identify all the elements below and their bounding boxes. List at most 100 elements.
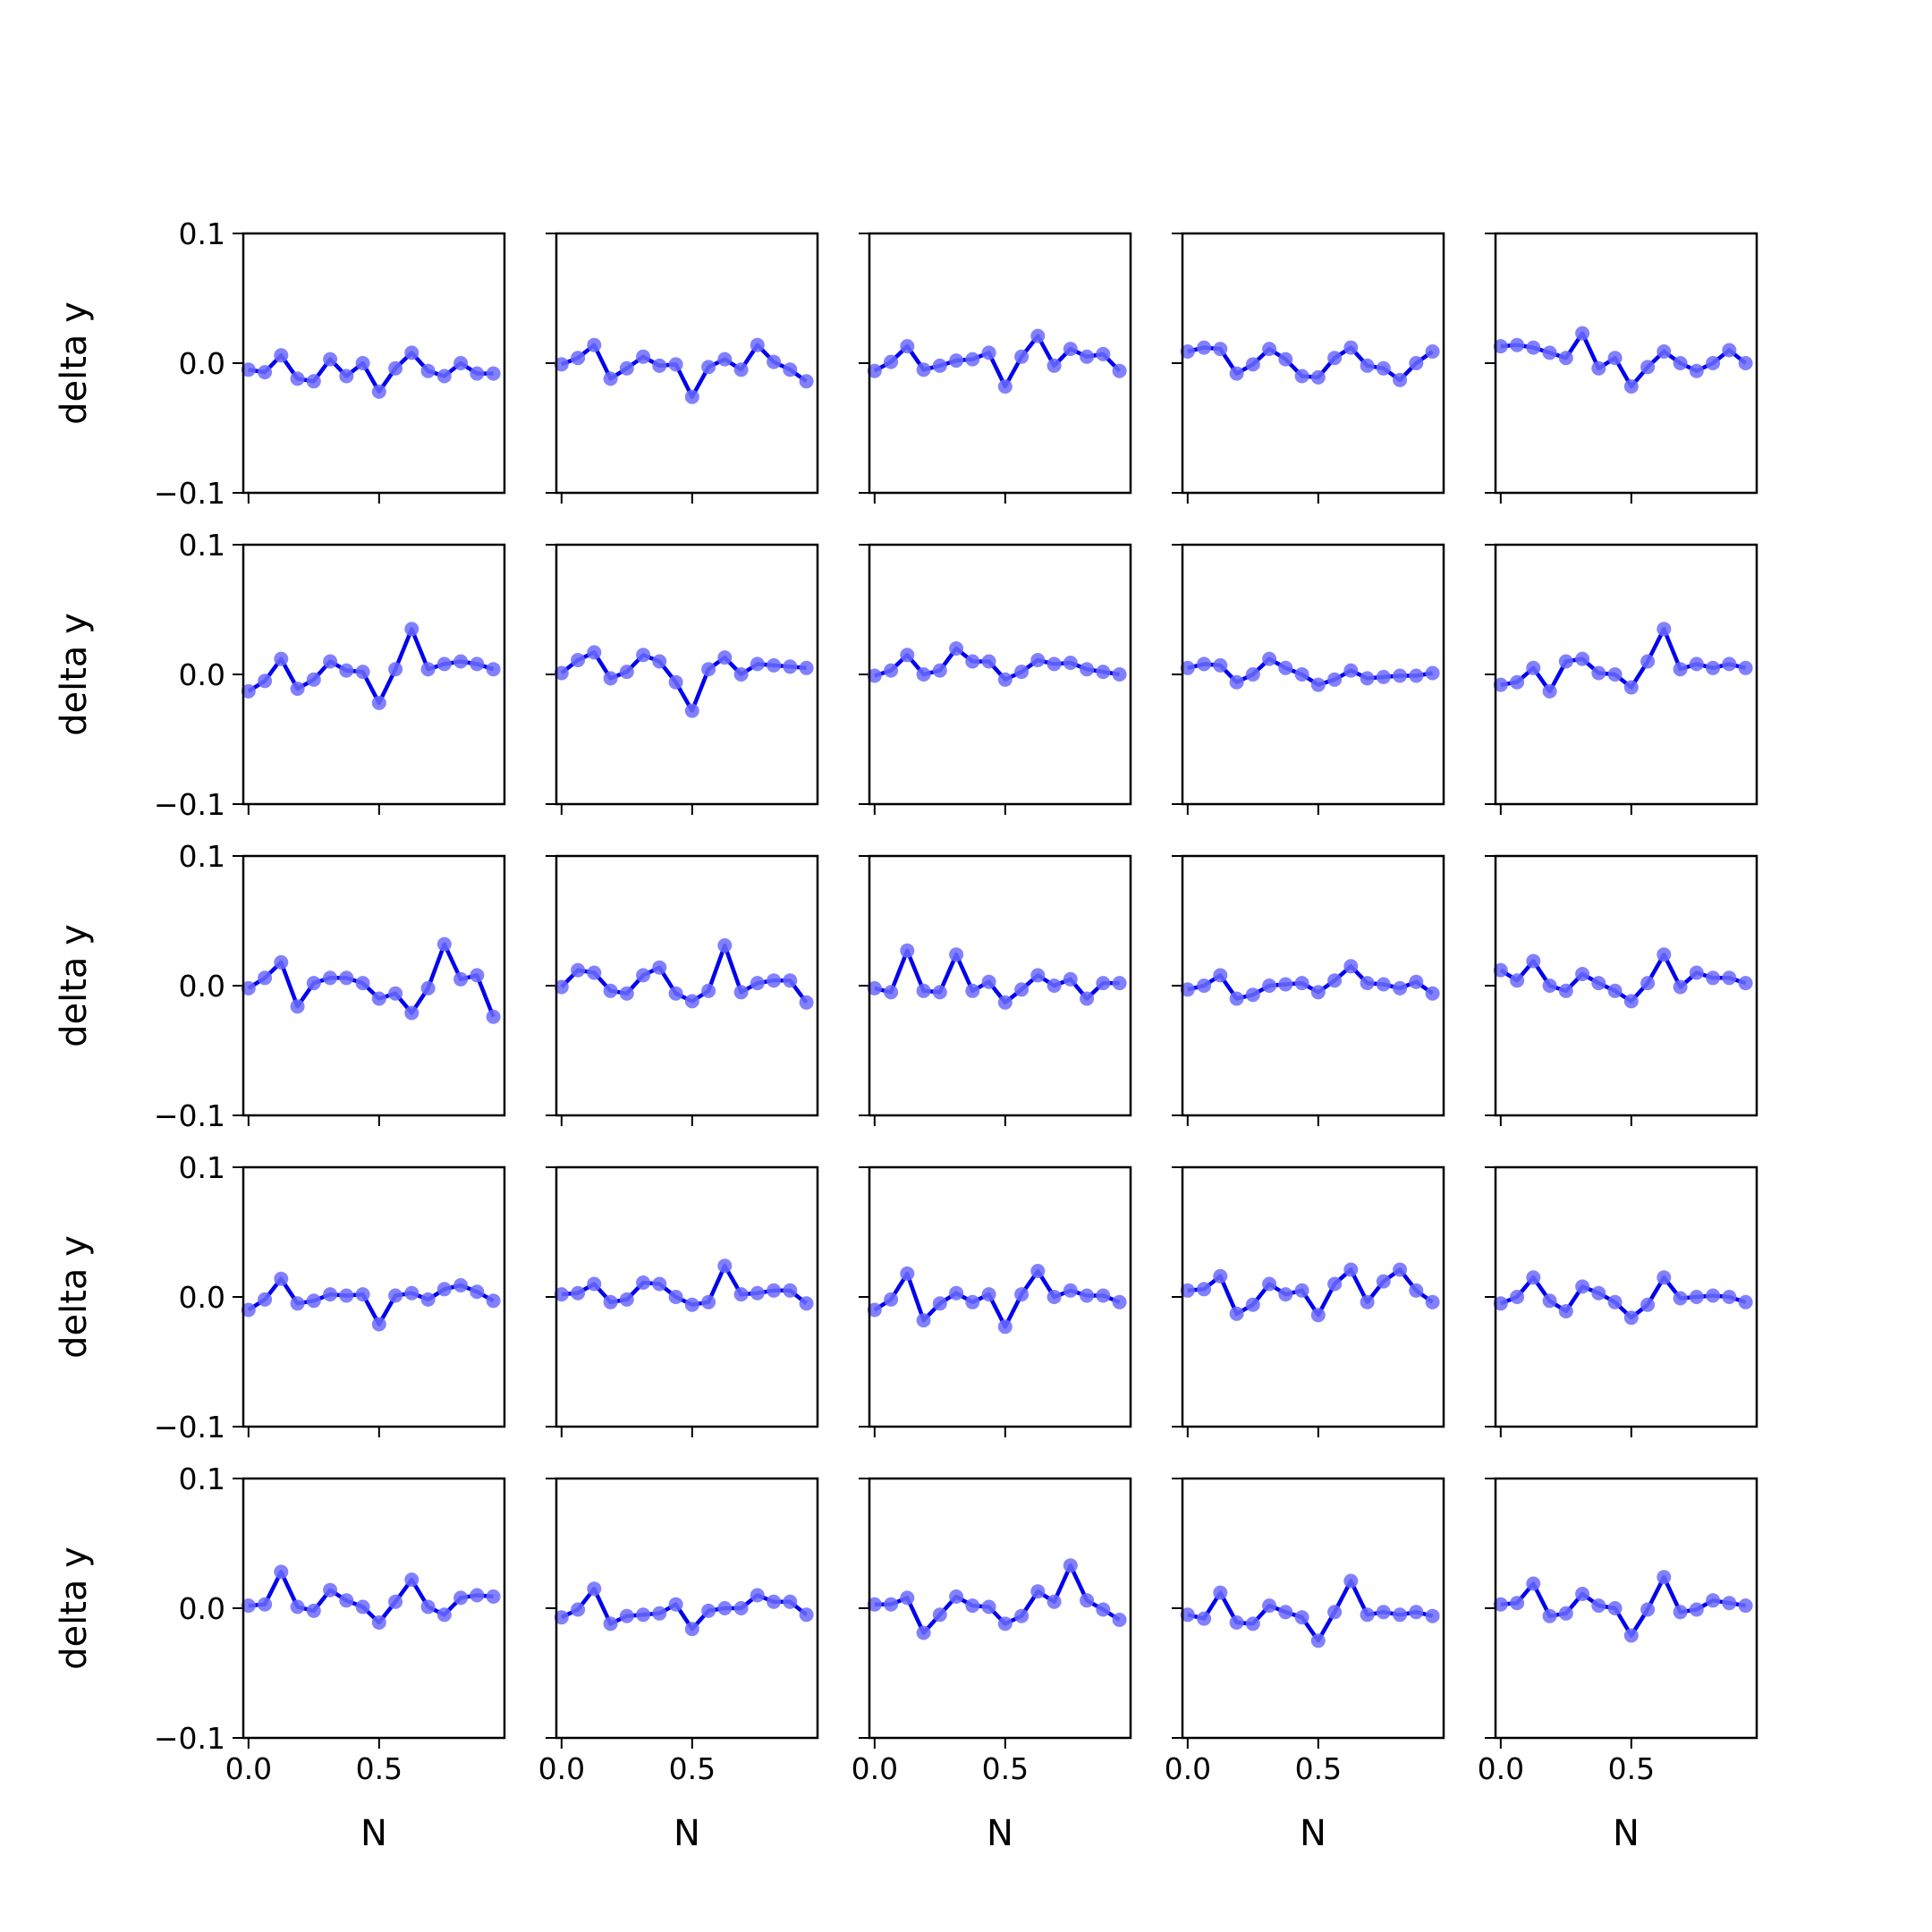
data-point [619, 1608, 634, 1623]
panel-r0-c1 [546, 232, 819, 504]
data-point [1310, 985, 1326, 1000]
data-point [619, 1292, 634, 1307]
y-tick-label: −0.1 [154, 1721, 225, 1756]
data-point [717, 1258, 733, 1274]
data-point [1409, 668, 1424, 683]
data-point [1278, 1605, 1293, 1620]
data-point [1393, 372, 1408, 387]
data-point [767, 973, 782, 988]
data-point [1197, 657, 1212, 672]
panel-r2-c2 [859, 854, 1132, 1126]
data-point [1575, 1279, 1590, 1294]
data-point [981, 654, 996, 669]
data-point [1180, 344, 1195, 359]
axes-frame [868, 1477, 1132, 1740]
data-point [1327, 1276, 1343, 1292]
data-point [965, 1598, 980, 1614]
data-point [916, 1625, 931, 1640]
data-point [1180, 982, 1195, 997]
data-point [1229, 674, 1244, 690]
data-point [965, 983, 980, 998]
y-tick-label: 0.0 [179, 1591, 225, 1626]
data-point [1738, 1294, 1753, 1309]
data-point [1722, 1290, 1737, 1304]
data-point [1393, 980, 1408, 996]
data-point [470, 1588, 485, 1603]
series-line [1500, 1574, 1746, 1638]
y-tick-label: 0.1 [179, 839, 225, 874]
data-point [1575, 1587, 1590, 1601]
data-point [1014, 982, 1030, 997]
data-point [1510, 674, 1525, 690]
data-point [1591, 976, 1606, 991]
data-point [867, 1597, 882, 1612]
x-tick-label: 0.5 [982, 1751, 1029, 1786]
axes-frame [242, 1477, 506, 1740]
panel-r0-c0: −0.1 0.0 0.1 delta y [54, 216, 506, 511]
data-point [290, 1296, 305, 1311]
data-point [1112, 976, 1127, 991]
data-point [733, 1601, 749, 1615]
data-point [1526, 660, 1541, 675]
axes-frame [1494, 854, 1758, 1117]
data-point [1080, 662, 1095, 677]
series-line [873, 334, 1122, 389]
data-point [1640, 360, 1656, 375]
data-point [684, 1297, 699, 1312]
data-point [1294, 369, 1309, 384]
data-point [1493, 677, 1508, 692]
data-point [1046, 1290, 1062, 1304]
data-point [1063, 971, 1078, 987]
data-point [1197, 340, 1212, 355]
data-point [884, 985, 899, 1000]
data-point [587, 1276, 602, 1292]
data-point [1180, 1283, 1195, 1298]
data-point [1722, 1596, 1737, 1611]
data-point [1360, 976, 1375, 991]
data-point [684, 389, 699, 404]
data-point [1360, 1294, 1375, 1309]
data-point [404, 345, 419, 360]
data-point [1030, 1584, 1046, 1599]
data-point [867, 363, 882, 378]
panel-r3-c3 [1172, 1165, 1445, 1437]
data-point [981, 1287, 996, 1302]
data-point [1673, 662, 1688, 677]
panel-r1-c0: −0.1 0.0 0.1 delta y [54, 528, 506, 822]
data-point [1245, 357, 1260, 372]
series-line [874, 948, 1120, 1005]
data-point [1063, 1283, 1078, 1298]
data-point [652, 358, 667, 373]
data-point [241, 683, 256, 699]
data-point [371, 695, 386, 710]
data-point [290, 1599, 305, 1614]
series-line [1500, 627, 1747, 694]
x-tick-label: 0.0 [1478, 1751, 1524, 1786]
data-point [1278, 352, 1293, 367]
data-point [258, 970, 273, 986]
data-point [339, 1593, 354, 1608]
data-point [1722, 657, 1737, 672]
data-point [733, 1287, 749, 1302]
x-axis-label: N [674, 1813, 700, 1854]
y-axis-label: delta y [54, 1235, 95, 1359]
data-point [436, 936, 452, 952]
series-line [561, 1263, 808, 1307]
data-point [1640, 1297, 1656, 1312]
data-point [1213, 342, 1228, 357]
series-line [1187, 1267, 1434, 1318]
data-point [884, 354, 899, 369]
data-point [1245, 1297, 1260, 1312]
data-point [932, 985, 947, 1000]
axes-frame [555, 854, 819, 1117]
data-point [1063, 656, 1078, 670]
data-point [1542, 345, 1557, 360]
data-point [668, 1597, 683, 1612]
data-point [1425, 344, 1440, 359]
axes-frame [555, 232, 819, 495]
data-point [949, 641, 964, 656]
data-point [1607, 1601, 1623, 1615]
axes-frame [1494, 1165, 1758, 1428]
y-axis-label: delta y [54, 613, 95, 736]
